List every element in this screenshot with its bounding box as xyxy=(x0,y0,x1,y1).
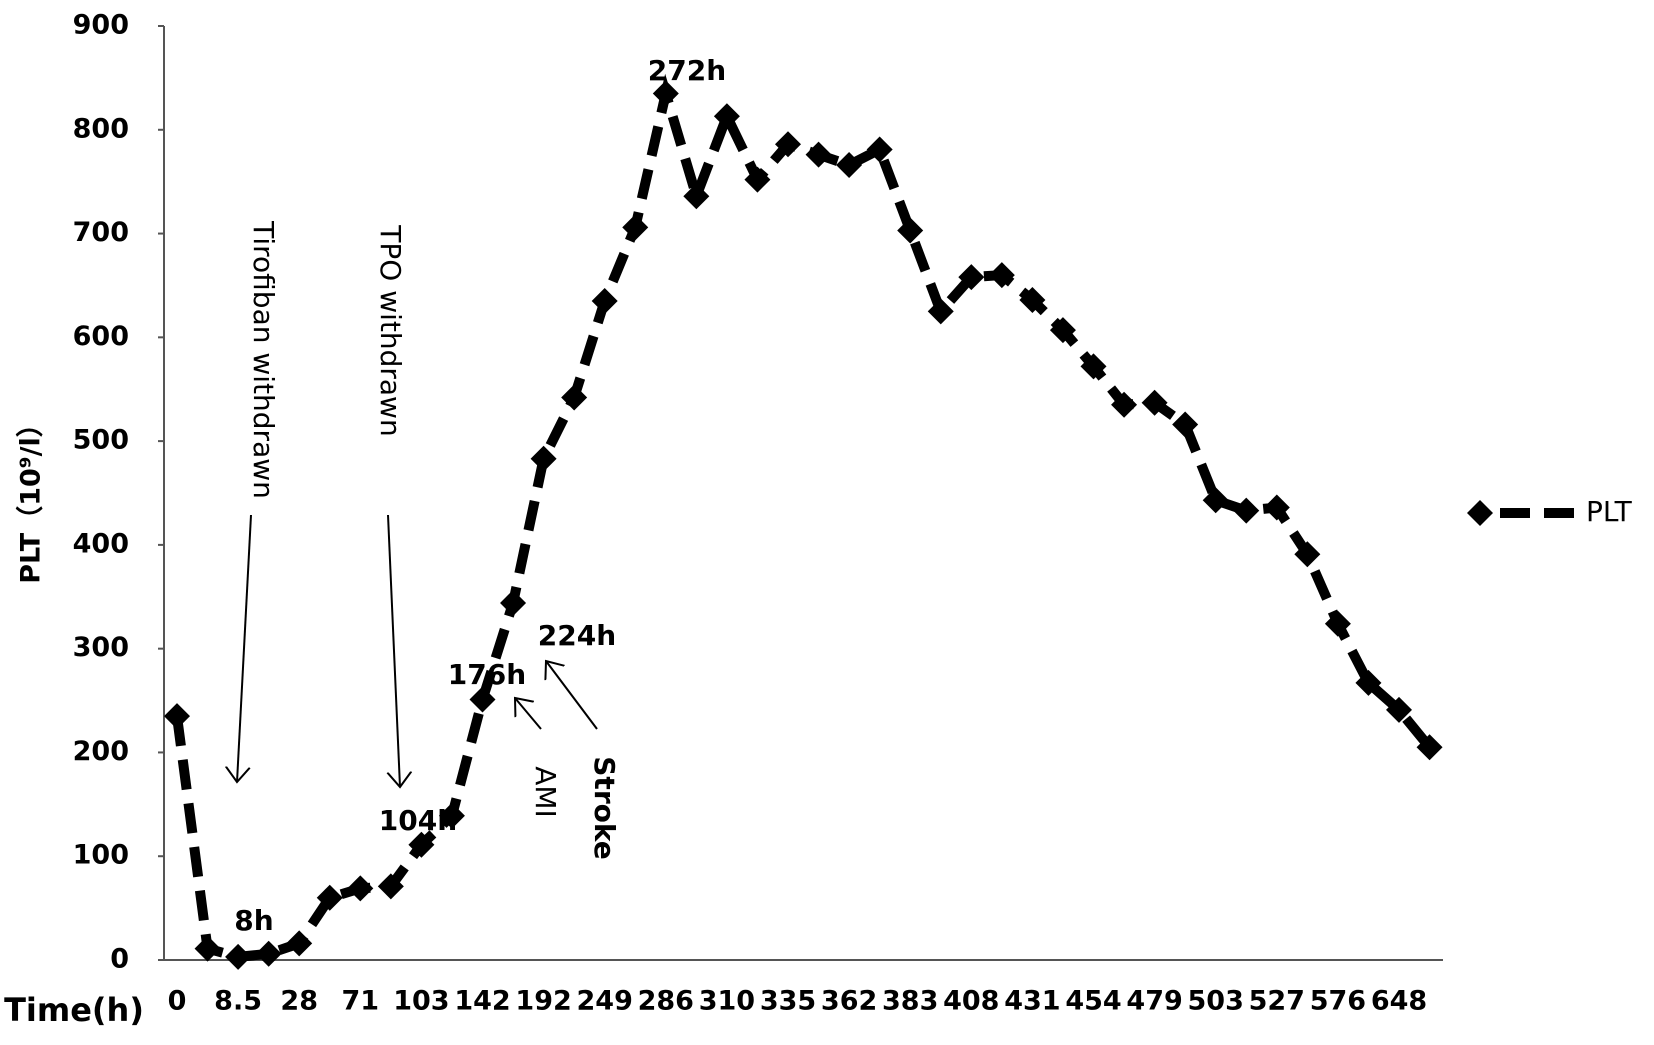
annotation: 272h xyxy=(648,54,726,87)
point xyxy=(744,166,771,193)
point xyxy=(1324,610,1351,637)
point xyxy=(1049,317,1076,344)
point xyxy=(713,103,740,130)
data-line xyxy=(172,73,1434,962)
point xyxy=(988,262,1015,289)
arrow xyxy=(515,698,542,730)
point xyxy=(1141,389,1168,416)
arrow xyxy=(546,661,598,730)
x-tick-label: 286 xyxy=(638,986,694,1017)
point xyxy=(1263,494,1290,521)
x-tick-label: 71 xyxy=(342,986,380,1017)
x-tick-label: 648 xyxy=(1371,986,1427,1017)
point xyxy=(438,802,465,829)
x-tick-label: 103 xyxy=(393,986,449,1017)
x-tick-label: 479 xyxy=(1126,986,1182,1017)
x-tick-label: 454 xyxy=(1065,986,1121,1017)
point xyxy=(408,831,435,858)
point xyxy=(1202,487,1229,514)
x-tick-label: 192 xyxy=(515,986,571,1017)
point xyxy=(1172,411,1199,438)
x-tick-label: 527 xyxy=(1249,986,1305,1017)
legend-marker xyxy=(1467,500,1493,526)
point xyxy=(866,136,893,163)
point xyxy=(377,873,404,900)
x-tick-label: 249 xyxy=(577,986,633,1017)
point xyxy=(1416,734,1443,761)
point xyxy=(1386,696,1412,723)
point xyxy=(164,703,190,730)
arrow xyxy=(237,514,252,782)
point xyxy=(1233,497,1260,524)
point xyxy=(347,875,374,902)
point xyxy=(316,884,343,911)
point xyxy=(469,686,496,713)
legend-label: PLT xyxy=(1586,495,1633,528)
annotation: 104h xyxy=(379,804,457,837)
annotation: TPO withdrawn xyxy=(374,224,407,436)
y-tick-label: 100 xyxy=(73,840,129,871)
point xyxy=(958,264,985,291)
point xyxy=(836,152,863,179)
point xyxy=(805,141,832,168)
point xyxy=(775,131,801,158)
point xyxy=(255,940,282,967)
x-tick-label: 142 xyxy=(454,986,510,1017)
y-tick-label: 500 xyxy=(73,425,129,456)
point xyxy=(225,943,252,970)
annotation: Stroke xyxy=(588,756,621,859)
annotation: AMI xyxy=(529,766,562,818)
point xyxy=(194,935,221,962)
x-tick-label: 28 xyxy=(280,986,318,1017)
annotation: 224h xyxy=(538,619,616,652)
y-tick-label: 600 xyxy=(73,321,129,352)
point xyxy=(622,214,649,241)
point xyxy=(1080,353,1107,380)
y-tick-label: 800 xyxy=(73,113,129,144)
y-tick-label: 400 xyxy=(73,528,129,559)
x-tick-label: 335 xyxy=(760,986,816,1017)
point xyxy=(927,298,954,325)
x-tick-label: 362 xyxy=(821,986,877,1017)
annotation: Tirofiban withdrawn xyxy=(247,220,280,499)
point xyxy=(1019,286,1046,313)
x-tick-label: 0 xyxy=(168,986,187,1017)
y-tick-label: 900 xyxy=(73,10,129,41)
point xyxy=(652,80,679,107)
y-tick-label: 200 xyxy=(73,736,129,767)
point xyxy=(500,590,527,617)
point xyxy=(683,183,710,210)
x-tick-label: 383 xyxy=(882,986,938,1017)
point xyxy=(286,930,313,957)
y-tick-label: 0 xyxy=(110,944,129,975)
point xyxy=(1355,669,1382,696)
point xyxy=(561,384,588,411)
point xyxy=(591,288,618,315)
x-tick-label: 576 xyxy=(1310,986,1366,1017)
y-tick-label: 300 xyxy=(73,632,129,663)
point xyxy=(1111,391,1138,418)
arrow xyxy=(388,514,400,787)
x-tick-label: 503 xyxy=(1188,986,1244,1017)
point xyxy=(1294,541,1321,568)
x-tick-label: 431 xyxy=(1004,986,1060,1017)
y-tick-label: 700 xyxy=(73,217,129,248)
x-tick-label: 310 xyxy=(699,986,755,1017)
x-tick-label: 408 xyxy=(943,986,999,1017)
annotation: 176h xyxy=(448,658,526,691)
annotation: 8h xyxy=(234,904,273,937)
x-axis-title: Time(h) xyxy=(4,991,144,1029)
point xyxy=(897,217,924,244)
point xyxy=(530,445,557,472)
x-tick-label: 8.5 xyxy=(214,986,262,1017)
y-axis-title: PLT（10⁹/l） xyxy=(16,410,47,583)
